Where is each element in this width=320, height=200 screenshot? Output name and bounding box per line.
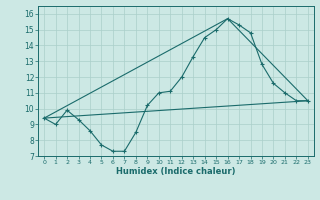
X-axis label: Humidex (Indice chaleur): Humidex (Indice chaleur)	[116, 167, 236, 176]
